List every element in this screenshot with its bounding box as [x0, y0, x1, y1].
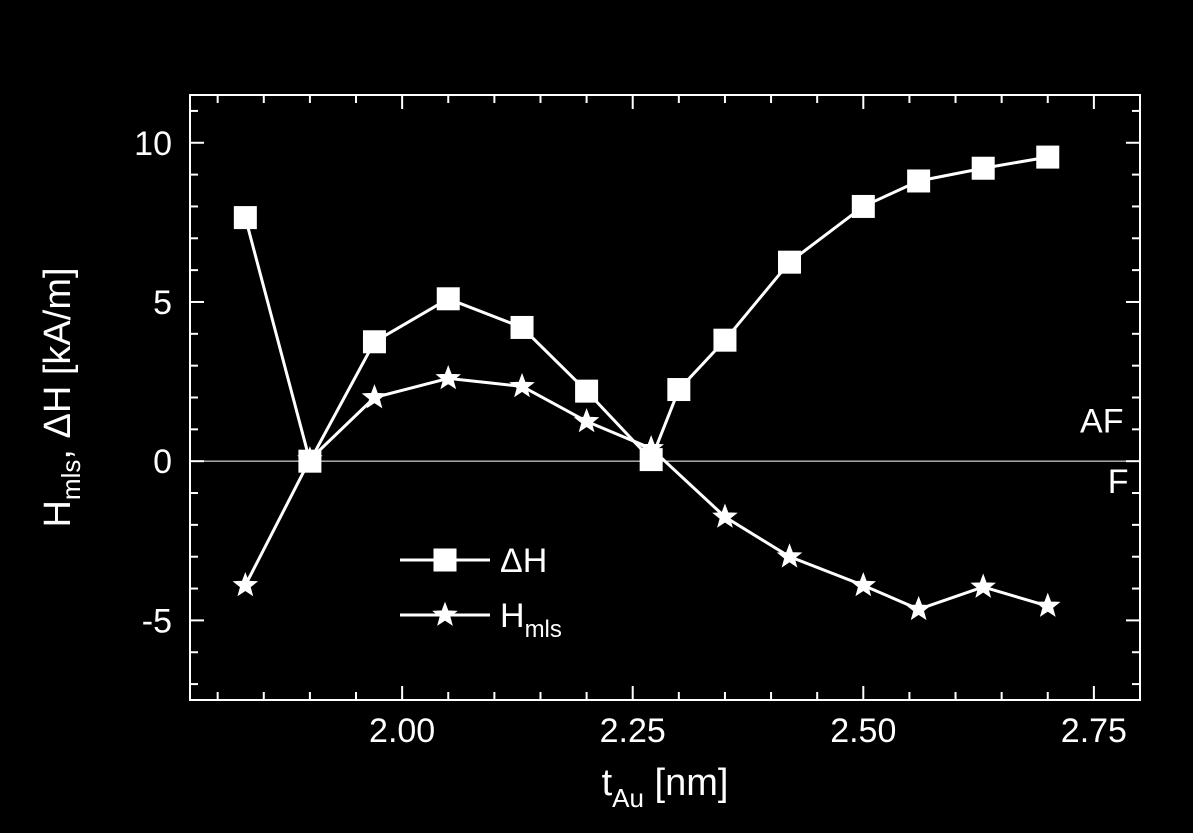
y-tick-label: 0	[153, 443, 172, 481]
chart-svg: 2.002.252.502.75-50510tAu [nm]Hmls, ΔH […	[0, 0, 1193, 833]
series-0-marker	[511, 316, 533, 338]
chart-bg	[0, 0, 1193, 833]
series-0-marker	[972, 157, 994, 179]
series-0-marker	[1037, 146, 1059, 168]
y-tick-label: 5	[153, 284, 172, 322]
annotation: F	[1108, 463, 1129, 501]
series-0-marker	[779, 251, 801, 273]
legend-marker-square	[434, 549, 456, 571]
chart-container: 2.002.252.502.75-50510tAu [nm]Hmls, ΔH […	[0, 0, 1193, 833]
legend-label: ΔH	[500, 542, 547, 580]
series-0-marker	[668, 379, 690, 401]
series-0-marker	[576, 380, 598, 402]
x-tick-label: 2.50	[830, 712, 896, 750]
x-tick-label: 2.75	[1061, 712, 1127, 750]
x-tick-label: 2.00	[369, 712, 435, 750]
y-tick-label: 10	[134, 125, 172, 163]
x-tick-label: 2.25	[600, 712, 666, 750]
series-0-marker	[714, 329, 736, 351]
series-0-marker	[437, 288, 459, 310]
annotation: AF	[1080, 403, 1123, 441]
y-tick-label: -5	[142, 602, 172, 640]
series-0-marker	[908, 170, 930, 192]
series-0-marker	[363, 331, 385, 353]
series-0-marker	[852, 195, 874, 217]
series-0-marker	[234, 207, 256, 229]
